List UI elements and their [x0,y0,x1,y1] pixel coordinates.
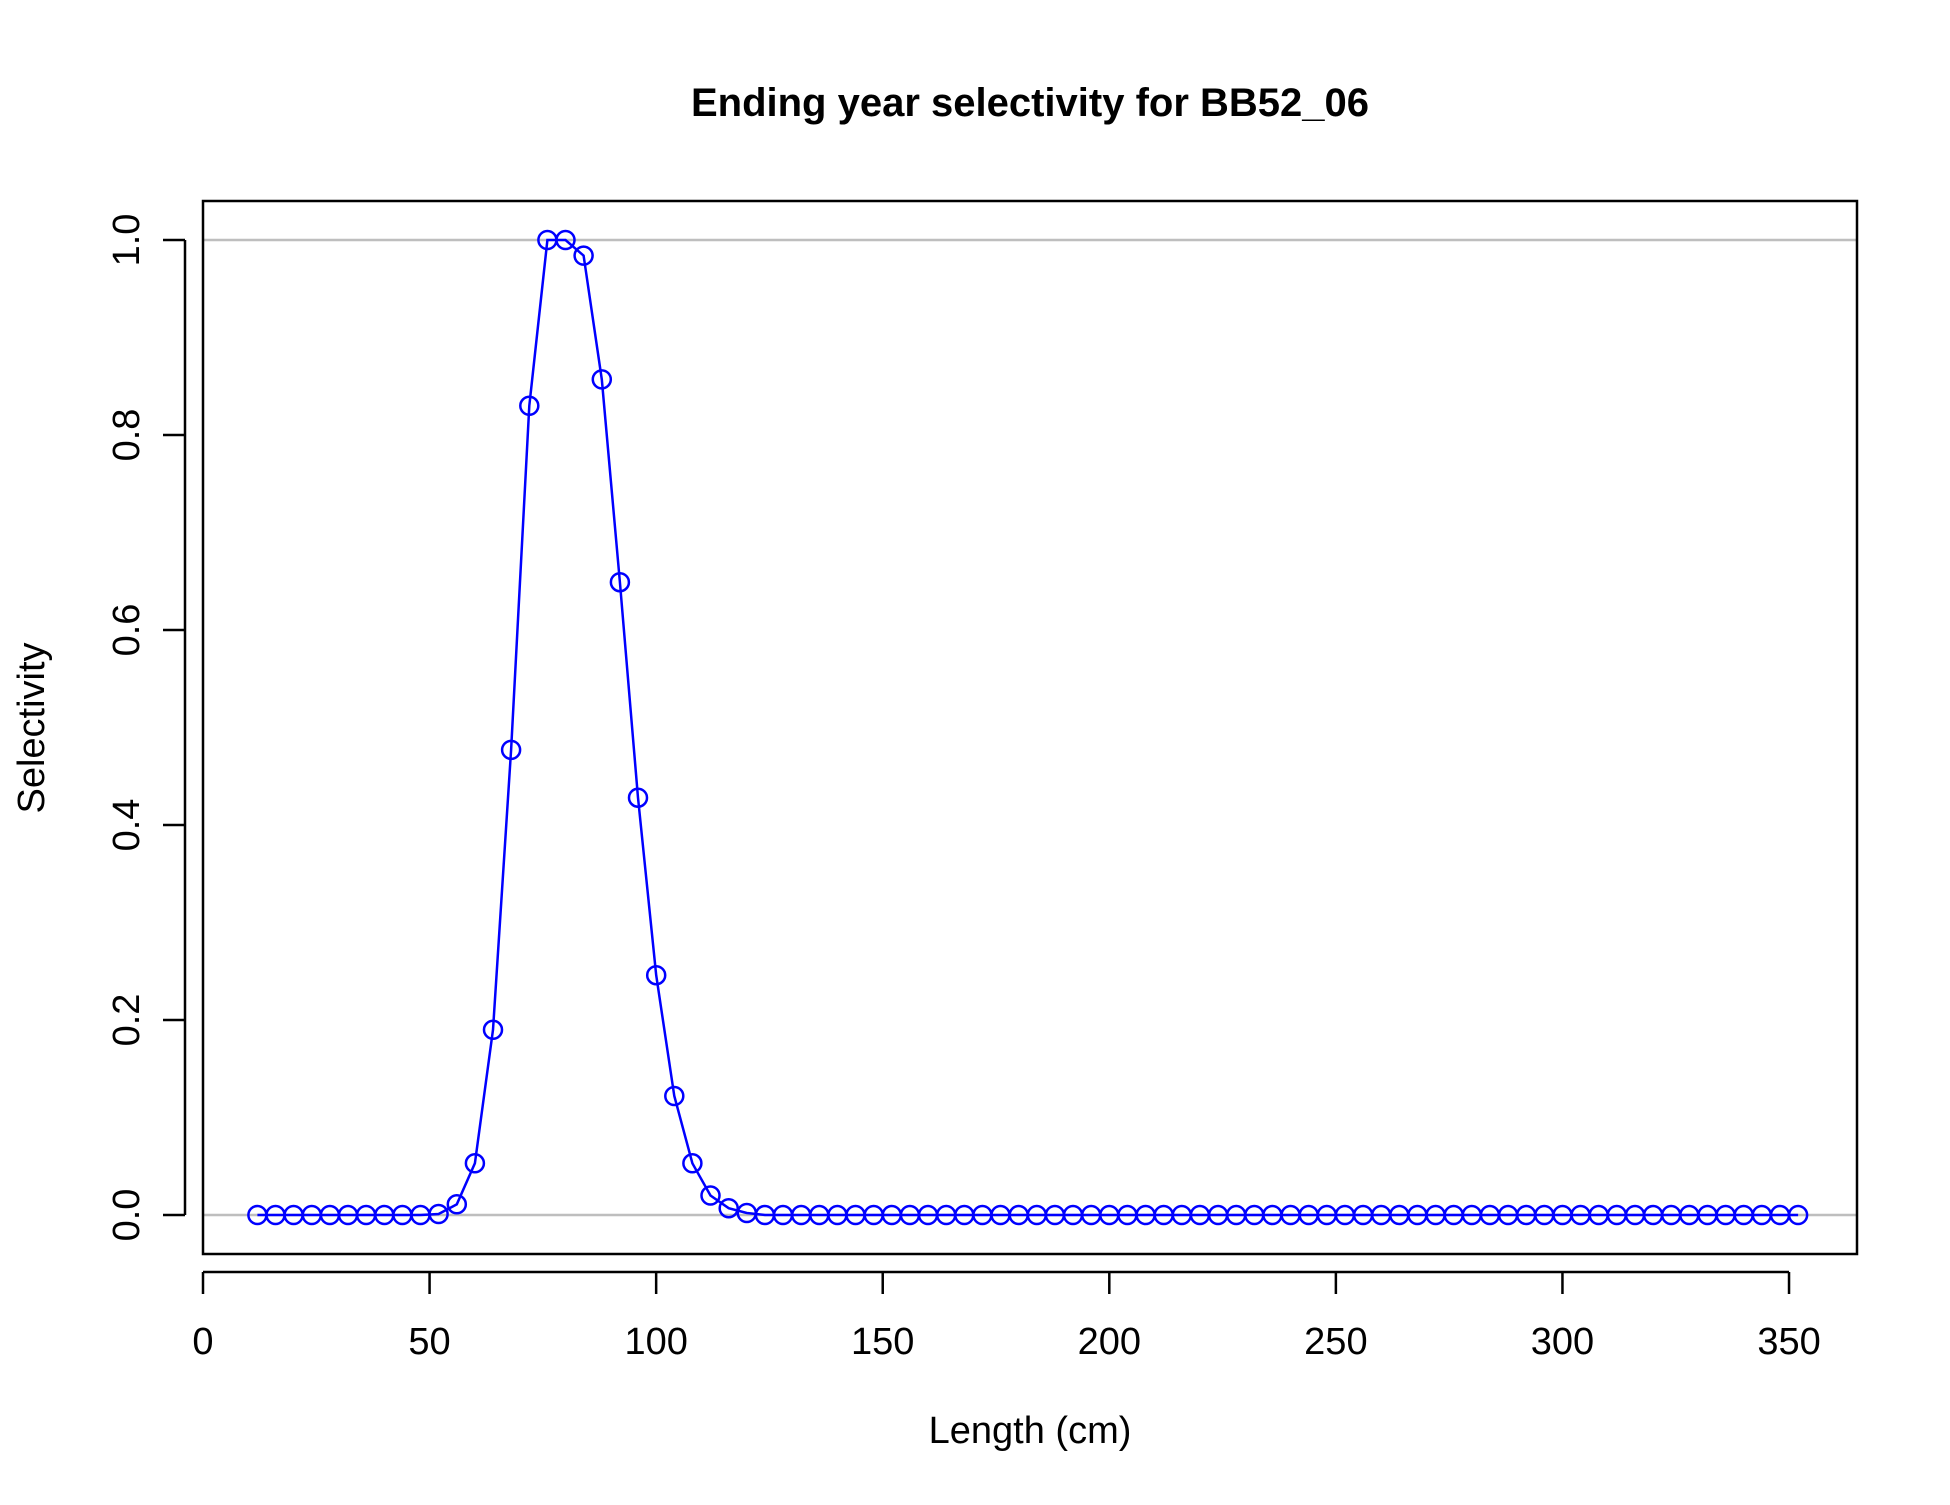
x-axis-label: Length (cm) [929,1410,1132,1452]
chart-title: Ending year selectivity for BB52_06 [691,81,1369,125]
x-tick-label: 50 [408,1321,450,1363]
data-point [482,1019,504,1041]
x-tick-label: 150 [851,1321,914,1363]
y-tick-label: 0.8 [106,409,148,462]
data-point [700,1185,721,1206]
data-point [555,229,576,251]
y-tick-label: 0.2 [106,994,148,1047]
data-point [627,787,649,808]
data-point [464,1153,486,1174]
data-point [664,1085,685,1107]
data-point [645,964,667,986]
x-axis: 0 50 100 150 200 250 300 350 [192,1270,1821,1363]
x-tick-label: 350 [1757,1321,1820,1363]
data-point [609,571,631,593]
y-axis: 0.0 0.2 0.4 0.6 0.8 1.0 [106,214,187,1242]
data-point [682,1153,703,1174]
series-line [257,238,1799,1217]
data-point [500,739,522,761]
reference-lines [203,238,1857,1217]
data-point [1787,1204,1809,1226]
y-axis-label: Selectivity [11,642,53,813]
y-tick-label: 0.4 [106,799,148,852]
y-tick-label: 0.0 [106,1189,148,1242]
y-tick-label: 0.6 [106,604,148,657]
x-tick-label: 250 [1304,1321,1367,1363]
series-layer [247,229,1809,1226]
data-point [591,369,613,390]
x-tick-label: 0 [192,1321,213,1363]
plot-frame [201,199,1859,1256]
x-tick-label: 100 [624,1321,687,1363]
data-point [519,395,540,417]
data-point [573,245,594,266]
data-point [718,1197,739,1219]
y-tick-label: 1.0 [106,214,148,267]
data-point [428,1203,449,1225]
x-tick-label: 200 [1078,1321,1141,1363]
x-tick-label: 300 [1531,1321,1594,1363]
data-point [446,1194,468,1215]
